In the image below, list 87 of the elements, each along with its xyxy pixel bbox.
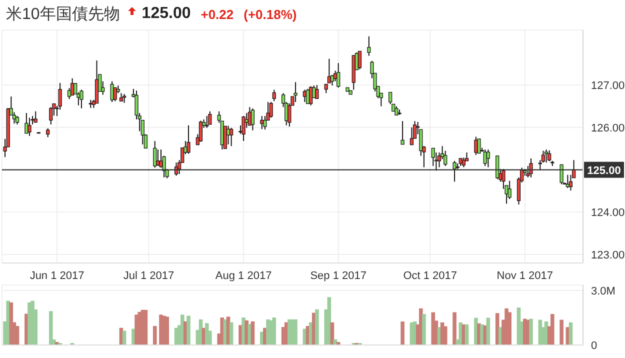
candlestick bbox=[34, 110, 38, 123]
candlestick bbox=[294, 82, 298, 103]
bar bbox=[431, 312, 436, 345]
candlestick bbox=[242, 116, 246, 142]
bar bbox=[452, 312, 456, 345]
bar bbox=[144, 310, 148, 345]
candlestick bbox=[250, 108, 255, 131]
text: +0.22 bbox=[200, 6, 234, 22]
text: (+0.18%) bbox=[244, 6, 297, 22]
candlestick bbox=[483, 148, 487, 166]
x-tick-label: Oct 1 2017 bbox=[403, 270, 458, 282]
x-tick-label: Jun 1 2017 bbox=[30, 270, 84, 282]
candlestick bbox=[508, 180, 512, 200]
bar bbox=[250, 321, 255, 345]
candlestick bbox=[263, 116, 267, 130]
bar bbox=[229, 322, 234, 345]
candlestick bbox=[568, 174, 573, 192]
bar bbox=[272, 318, 276, 345]
candlestick bbox=[444, 150, 448, 166]
text: 125.00 bbox=[142, 5, 191, 23]
bar bbox=[529, 318, 533, 345]
candlestick bbox=[548, 150, 552, 162]
candlestick bbox=[230, 127, 234, 147]
bar bbox=[244, 320, 249, 345]
y-tick-label: 0 bbox=[591, 340, 598, 352]
bar bbox=[568, 322, 573, 345]
candlestick bbox=[315, 84, 319, 100]
y-tick-label: 3.0M bbox=[591, 285, 616, 298]
candlestick bbox=[269, 102, 273, 118]
candlestick bbox=[431, 148, 435, 166]
bar bbox=[186, 316, 190, 345]
candlestick bbox=[462, 157, 466, 168]
candlestick bbox=[452, 160, 456, 182]
bar bbox=[464, 324, 469, 345]
candlestick bbox=[49, 106, 53, 125]
bar bbox=[152, 326, 157, 345]
candlestick bbox=[113, 87, 117, 102]
bar bbox=[508, 312, 512, 345]
bar bbox=[220, 318, 224, 345]
bar bbox=[140, 310, 145, 345]
y-tick-label: 126.00 bbox=[591, 122, 625, 134]
candlestick bbox=[486, 148, 490, 168]
candlestick bbox=[400, 120, 404, 145]
candlestick bbox=[358, 50, 362, 70]
x-tick-label: Nov 1 2017 bbox=[496, 270, 554, 282]
bar bbox=[48, 311, 53, 345]
candlestick bbox=[110, 80, 114, 103]
candlestick bbox=[272, 89, 276, 102]
x-tick-label: Jul 1 2017 bbox=[123, 270, 174, 282]
y-tick-label: 124.00 bbox=[591, 207, 625, 220]
y-tick-label: 127.00 bbox=[591, 80, 625, 92]
candlestick bbox=[24, 112, 28, 134]
candlestick bbox=[410, 126, 414, 146]
bar bbox=[550, 314, 554, 345]
candlestick bbox=[336, 62, 340, 88]
candlestick bbox=[367, 36, 371, 56]
candlestick bbox=[80, 89, 84, 109]
bar bbox=[486, 318, 490, 345]
chart-title: 米10年国債先物 bbox=[6, 4, 120, 24]
candlestick bbox=[208, 110, 212, 125]
candlestick bbox=[504, 184, 508, 204]
bar bbox=[165, 316, 169, 345]
bar bbox=[495, 313, 500, 345]
candlestick bbox=[94, 60, 99, 104]
x-tick-label: Sep 1 2017 bbox=[310, 270, 367, 282]
bar bbox=[294, 319, 298, 345]
ref-line-label: 125.00 bbox=[587, 164, 621, 177]
bar bbox=[400, 322, 404, 345]
candlestick bbox=[205, 116, 209, 128]
candlestick bbox=[302, 89, 307, 103]
bar bbox=[422, 314, 426, 345]
bar bbox=[15, 326, 20, 345]
bar bbox=[443, 326, 448, 345]
candlestick bbox=[153, 140, 157, 168]
candlestick bbox=[28, 117, 32, 136]
bar bbox=[483, 325, 488, 345]
bar bbox=[315, 309, 319, 345]
candlestick bbox=[544, 148, 548, 164]
candlestick bbox=[477, 138, 481, 154]
bar bbox=[9, 302, 14, 345]
bar bbox=[560, 320, 564, 345]
candlestick bbox=[12, 112, 16, 124]
y-tick-label: 123.00 bbox=[591, 249, 625, 262]
candlestick bbox=[186, 124, 190, 154]
candlestick bbox=[434, 152, 438, 172]
candlestick bbox=[198, 120, 203, 142]
x-tick-label: Aug 1 2017 bbox=[215, 270, 272, 282]
